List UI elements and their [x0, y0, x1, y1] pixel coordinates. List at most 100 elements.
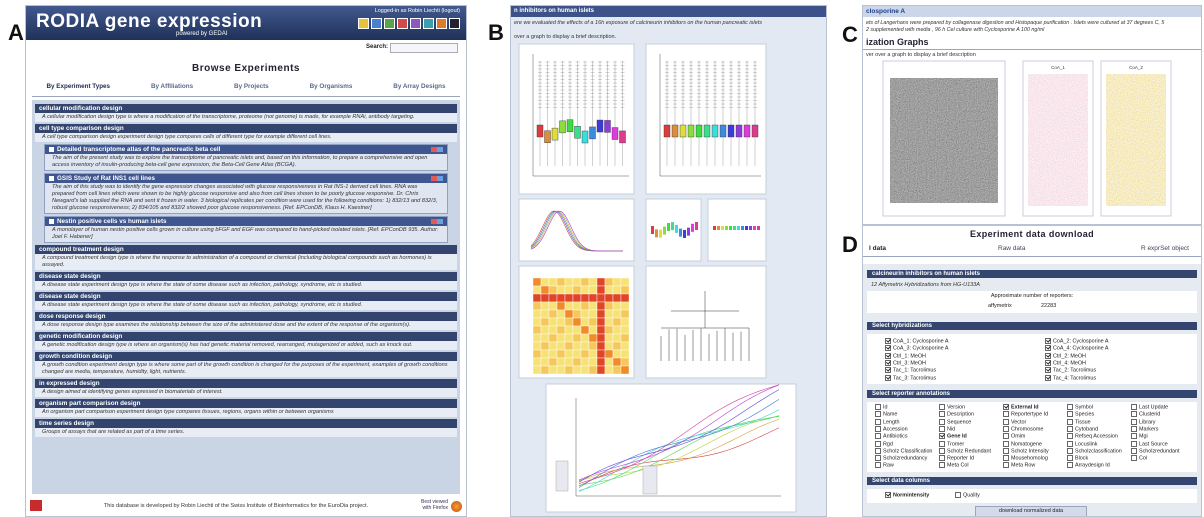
checkbox[interactable] — [1045, 374, 1051, 381]
checkbox[interactable] — [1131, 404, 1137, 410]
checkbox[interactable] — [1131, 411, 1137, 418]
annotation-option[interactable]: Length — [875, 418, 900, 427]
annotation-option[interactable]: Accession — [875, 425, 908, 434]
checkbox[interactable] — [875, 411, 881, 418]
annotation-option[interactable]: Mgi — [1131, 433, 1148, 441]
annotation-option[interactable]: Meta Col — [939, 462, 969, 470]
hybridization-option[interactable]: CoA_4: Cyclosporine A — [1045, 345, 1108, 353]
toolbar-icon[interactable] — [410, 18, 421, 29]
checkbox[interactable] — [875, 425, 881, 432]
toolbar-icon[interactable] — [449, 18, 460, 29]
annotation-option[interactable]: Symbol — [1067, 404, 1093, 412]
section-header[interactable]: cell type comparison design — [35, 124, 457, 133]
annotation-option[interactable]: Last Update — [1131, 404, 1168, 412]
annotation-option[interactable]: Version — [939, 404, 965, 412]
annotation-option[interactable]: Description — [939, 411, 974, 419]
checkbox[interactable] — [939, 404, 945, 410]
checkbox[interactable] — [1131, 433, 1137, 440]
annotation-option[interactable]: Scholzclassification — [1067, 447, 1122, 456]
checkbox[interactable] — [1067, 418, 1073, 425]
checkbox[interactable] — [1131, 418, 1137, 425]
annotation-option[interactable]: Tissue — [1067, 418, 1091, 427]
checkbox[interactable] — [1067, 425, 1073, 432]
checkbox[interactable] — [885, 374, 891, 381]
annotation-option[interactable]: Scholz Classification — [875, 447, 932, 456]
checkbox[interactable] — [1003, 404, 1009, 410]
checkbox[interactable] — [875, 433, 881, 440]
checkbox[interactable] — [939, 462, 945, 469]
annotation-option[interactable]: Library — [1131, 418, 1155, 427]
experiment-title[interactable]: Nestin positive cells vs human islets — [57, 218, 167, 225]
graph-card[interactable] — [645, 43, 767, 195]
section-header[interactable]: organism part comparison design — [35, 399, 457, 408]
annotation-option[interactable]: Scholz Intensity — [1003, 447, 1049, 456]
checkbox[interactable] — [875, 455, 881, 462]
checkbox[interactable] — [1131, 425, 1137, 432]
checkbox[interactable] — [1003, 433, 1009, 440]
checkbox[interactable] — [939, 447, 945, 454]
annotation-option[interactable]: Cytoband — [1067, 425, 1098, 434]
graph-card[interactable] — [645, 265, 767, 379]
login-status[interactable]: Logged-in as Robin Liechti (logout) — [374, 8, 460, 14]
checkbox[interactable] — [885, 359, 891, 366]
checkbox[interactable] — [1045, 359, 1051, 366]
checkbox[interactable] — [875, 418, 881, 425]
annotation-option[interactable]: Name — [875, 411, 897, 419]
annotation-option[interactable]: Col — [1131, 455, 1147, 463]
section-header[interactable]: disease state design — [35, 272, 457, 281]
annotation-option[interactable]: Raw — [875, 462, 894, 470]
checkbox[interactable] — [1003, 418, 1009, 425]
hybridization-option[interactable]: CoA_3: Cyclosporine A — [885, 345, 948, 353]
hybridization-option[interactable]: Tac_1: Tacrolimus — [885, 367, 936, 375]
checkbox[interactable] — [1045, 338, 1051, 344]
annotation-option[interactable]: Scholz Redundant — [939, 447, 991, 456]
checkbox[interactable] — [885, 338, 891, 344]
annotation-option[interactable]: Mousehomolog — [1003, 455, 1048, 463]
annotation-option[interactable]: Refseq Accession — [1067, 433, 1118, 441]
checkbox[interactable] — [955, 492, 961, 498]
graph-card[interactable] — [518, 198, 635, 262]
checkbox[interactable] — [885, 352, 891, 359]
experiment-title[interactable]: Detailed transcriptome atlas of the panc… — [57, 146, 221, 153]
section-header[interactable]: time series design — [35, 419, 457, 428]
annotation-option[interactable]: Nomatogene — [1003, 440, 1042, 449]
tab[interactable]: Raw data — [998, 245, 1026, 252]
experiment-header[interactable]: GSIS Study of Rat INS1 cell lines — [45, 174, 447, 183]
graph-card[interactable] — [518, 43, 635, 195]
annotation-option[interactable]: Vector — [1003, 418, 1026, 427]
checkbox[interactable] — [939, 455, 945, 462]
checkbox[interactable] — [1131, 455, 1137, 462]
checkbox[interactable] — [1067, 440, 1073, 447]
hybridization-option[interactable]: Tac_4: Tacrolimus — [1045, 374, 1096, 383]
annotation-option[interactable]: Last Source — [1131, 440, 1168, 449]
annotation-option[interactable]: Markers — [1131, 425, 1158, 434]
checkbox[interactable] — [1003, 462, 1009, 469]
column-option[interactable]: Quality — [955, 492, 980, 500]
section-header[interactable]: dose response design — [35, 312, 457, 321]
tab[interactable]: By Experiment Types — [46, 83, 111, 90]
checkbox[interactable] — [875, 447, 881, 454]
tab[interactable]: By Affiliations — [150, 83, 194, 90]
annotation-option[interactable]: Chromosome — [1003, 425, 1043, 434]
section-header[interactable]: in expressed design — [35, 379, 457, 388]
toolbar-icon[interactable] — [358, 18, 369, 29]
checkbox[interactable] — [1067, 411, 1073, 418]
tab[interactable]: By Projects — [234, 83, 269, 90]
checkbox[interactable] — [939, 411, 945, 418]
annotation-option[interactable]: Tromer — [939, 440, 964, 449]
toolbar-icon[interactable] — [397, 18, 408, 29]
checkbox[interactable] — [875, 404, 881, 410]
search-input[interactable] — [390, 43, 458, 53]
tab[interactable]: By Organisms — [309, 83, 353, 90]
section-header[interactable]: disease state design — [35, 292, 457, 301]
annotation-option[interactable]: Locuslink — [1067, 440, 1097, 449]
section-header[interactable]: growth condition design — [35, 352, 457, 361]
checkbox[interactable] — [1003, 455, 1009, 462]
annotation-option[interactable]: External Id — [1003, 404, 1039, 412]
checkbox[interactable] — [939, 433, 945, 440]
annotation-option[interactable]: Scholzredundant — [1131, 447, 1179, 456]
download-button[interactable]: download normalized data — [975, 506, 1087, 516]
section-header[interactable]: cellular modification design — [35, 104, 457, 113]
tab[interactable]: l data — [869, 245, 886, 252]
annotation-option[interactable]: Antibiotics — [875, 433, 908, 441]
